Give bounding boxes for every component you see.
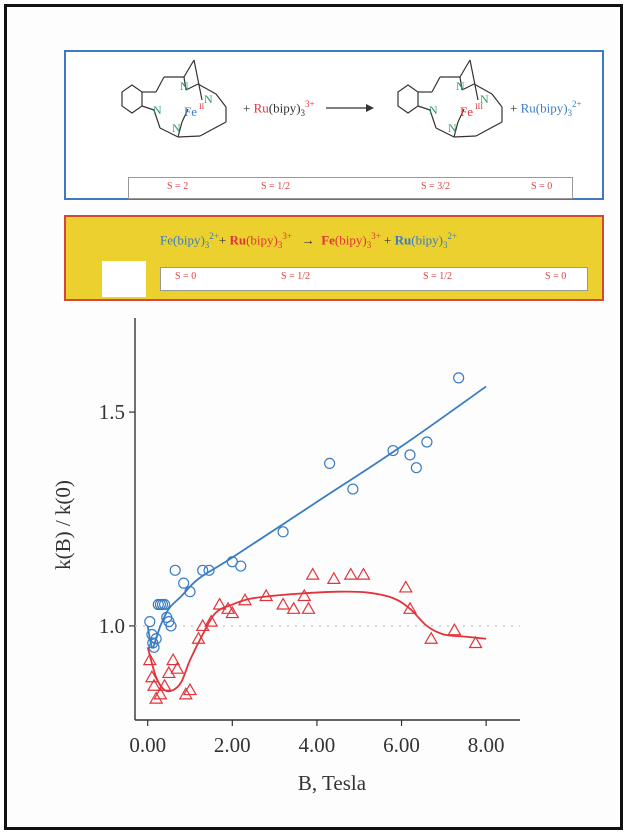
triangle-data-point [398, 580, 413, 593]
triangle-data-point [191, 631, 206, 644]
svg-text:N: N [180, 79, 189, 93]
triangle-data-point [402, 601, 418, 614]
circle-data-point [324, 457, 336, 470]
triangle-data-point [170, 661, 185, 674]
molecule-structures: N N N N Fe II N N N N Fe III [121, 59, 503, 138]
triangle-data-point [468, 635, 483, 649]
svg-text:N: N [448, 121, 457, 135]
circle-data-point [184, 586, 196, 598]
spin-label: S = 0 [175, 271, 197, 282]
spin-label: S = 3/2 [421, 181, 450, 192]
chart-axes [129, 318, 520, 726]
circle-data-point [178, 577, 190, 589]
circle-data-point [159, 598, 171, 611]
triangle-data-point [297, 588, 312, 602]
x-tick-label: 6.00 [383, 733, 420, 757]
triangle-data-point [424, 631, 439, 644]
circle-data-point [277, 526, 289, 538]
fe-oxidation-product: III [475, 102, 483, 111]
reaction-scheme-spin-box: N N N N Fe II N N N N Fe III + Ru(bipy)3… [64, 50, 604, 200]
fe-label-reactant: Fe [184, 104, 197, 119]
triangle-data-point [153, 687, 168, 700]
circle-data-point [169, 564, 181, 576]
circle-data-point [235, 560, 247, 572]
svg-text:N: N [456, 79, 465, 93]
reaction-equation-2: Fe(bipy)32++ Ru(bipy)33+ → Fe(bipy)33+ +… [160, 231, 458, 250]
triangle-data-point [182, 682, 198, 696]
triangle-data-point [161, 665, 176, 679]
svg-text:N: N [429, 103, 438, 117]
spin-state-row-2: S = 0 S = 1/2 S = 1/2 S = 0 [160, 267, 588, 291]
triangle-data-point [286, 601, 301, 614]
y-tick-label: 1.0 [99, 614, 125, 638]
spin-label: S = 0 [545, 271, 567, 282]
y-tick-label: 1.5 [99, 400, 125, 424]
circle-data-point [148, 641, 160, 653]
svg-text:N: N [153, 103, 162, 117]
circle-data-point [150, 633, 162, 645]
triangle-data-point [326, 571, 341, 584]
triangle-data-point [178, 687, 193, 700]
triangle-data-point [259, 588, 274, 602]
circle-data-point [421, 436, 433, 448]
triangle-data-point [237, 593, 253, 606]
spin-label: S = 1/2 [423, 271, 452, 282]
triangle-data-point [142, 652, 157, 666]
x-tick-label: 4.00 [299, 733, 336, 757]
triangle-data-point [276, 597, 291, 610]
fe-oxidation-reactant: II [199, 102, 205, 111]
y-axis-title: k(B) / k(0) [51, 480, 75, 570]
white-square [102, 261, 146, 297]
circle-data-point [203, 564, 215, 576]
arrow-head-icon [366, 104, 374, 112]
x-axis-title: B, Tesla [298, 771, 367, 795]
svg-text:N: N [172, 121, 181, 135]
x-tick-label: 8.00 [468, 733, 505, 757]
triangle-data-point [149, 691, 164, 704]
ru2-product-label: + Ru(bipy)32+ [510, 99, 582, 118]
triangle-data-point [157, 678, 172, 691]
spin-label: S = 1/2 [281, 271, 310, 282]
triangle-data-point [343, 567, 358, 580]
svg-text:N: N [480, 92, 489, 106]
circle-data-point [197, 564, 209, 576]
outer-sphere-reaction-box: Fe(bipy)32++ Ru(bipy)33+ → Fe(bipy)33+ +… [64, 215, 604, 301]
tick-labels: 0.00 2.00 4.00 6.00 8.00 1.0 1.5 [99, 400, 505, 757]
fit-curve-1 [146, 590, 487, 693]
circle-data-point [146, 628, 158, 641]
circle-data-point [410, 462, 422, 474]
triangle-data-point [204, 614, 219, 627]
svg-text:N: N [204, 92, 213, 106]
fe-label-product: Fe [460, 104, 473, 119]
triangle-data-point [212, 597, 227, 610]
triangle-data-point [301, 601, 316, 614]
triangle-data-point [447, 622, 462, 636]
circle-data-point [165, 620, 177, 632]
fit-curve-0 [146, 385, 487, 649]
fit-curves [146, 385, 487, 693]
circle-data-point [144, 616, 156, 628]
spin-label: S = 1/2 [261, 181, 290, 192]
ru3-reactant-label: + Ru(bipy)33+ [243, 99, 315, 118]
triangle-data-point [225, 605, 240, 619]
triangle-data-point [356, 567, 371, 580]
x-tick-label: 2.00 [214, 733, 251, 757]
spin-label: S = 0 [531, 181, 553, 192]
spin-label: S = 2 [167, 181, 189, 192]
circle-data-point [387, 444, 399, 457]
fe3-complex-structure [397, 59, 503, 138]
triangle-data-point [166, 652, 181, 666]
fe2-complex-structure [121, 59, 227, 138]
data-points [142, 372, 483, 704]
spin-state-row-1: S = 2 S = 1/2 S = 3/2 S = 0 [128, 177, 573, 199]
x-tick-label: 0.00 [129, 733, 166, 757]
circle-data-point [347, 483, 359, 495]
triangle-data-point [144, 670, 159, 683]
triangle-data-point [305, 567, 320, 580]
circle-data-point [404, 449, 416, 461]
triangle-data-point [147, 678, 162, 691]
circle-data-point [453, 372, 465, 384]
